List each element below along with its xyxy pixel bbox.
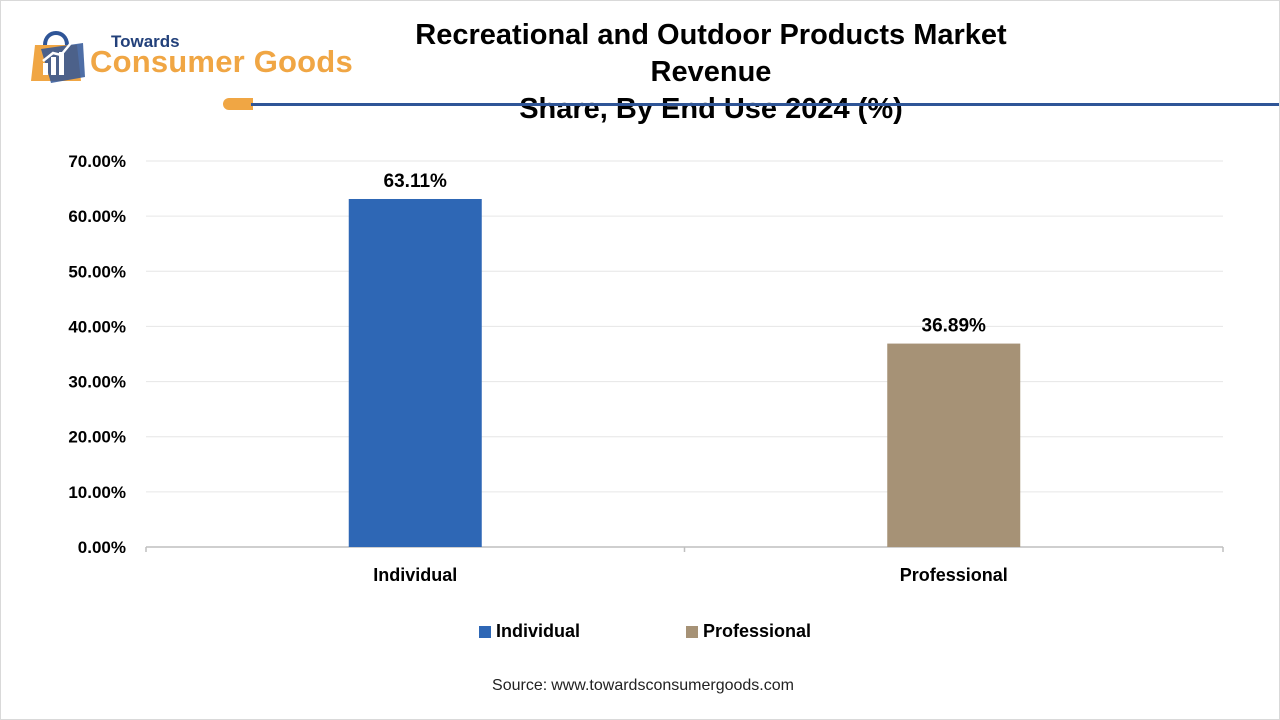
source-url: www.towardsconsumergoods.com	[551, 677, 794, 694]
y-tick-label: 60.00%	[68, 207, 126, 226]
source-label: Source:	[492, 677, 548, 694]
legend-item-individual: Individual	[479, 621, 580, 642]
legend-swatch-individual	[479, 625, 491, 638]
brand-name-small: Towards	[111, 32, 180, 51]
y-tick-label: 30.00%	[68, 373, 126, 392]
y-tick-label: 50.00%	[68, 262, 126, 281]
header-rule	[251, 103, 1279, 106]
brand-name-big: Consumer Goods	[90, 44, 353, 79]
legend-swatch-professional	[686, 625, 698, 638]
data-label-professional: 36.89%	[922, 316, 987, 337]
bar-professional	[887, 343, 1021, 547]
y-tick-label: 70.00%	[68, 152, 126, 171]
x-tick-label-professional: Professional	[900, 565, 1008, 585]
y-tick-label: 40.00%	[68, 317, 126, 336]
source-note: Source: www.towardsconsumergoods.com	[1, 677, 1279, 695]
legend-label-professional: Professional	[703, 621, 812, 641]
bar-chart: 0.00% 10.00% 20.00% 30.00% 40.00% 50.00% 60.00…	[68, 152, 1224, 585]
x-tick-label-individual: Individual	[373, 565, 457, 585]
chart-title-line-2: Share, By End Use 2024 (%)	[519, 93, 903, 125]
legend-item-professional: Professional	[686, 621, 811, 642]
y-tick-label: 20.00%	[68, 428, 126, 447]
y-tick-label: 10.00%	[68, 483, 126, 502]
chart-legend: Individual Professional	[1, 621, 1279, 645]
bar-individual	[348, 198, 482, 548]
chart-title: Recreational and Outdoor Products Market…	[381, 17, 1041, 128]
y-tick-label: 0.00%	[78, 538, 126, 557]
chart-title-line-1: Recreational and Outdoor Products Market…	[415, 19, 1007, 88]
brand-logo: Towards Consumer Goods	[21, 19, 366, 89]
shopping-bag-icon	[31, 31, 85, 83]
legend-label-individual: Individual	[496, 621, 581, 641]
header-rule-tab	[223, 98, 253, 110]
data-label-individual: 63.11%	[384, 171, 447, 192]
